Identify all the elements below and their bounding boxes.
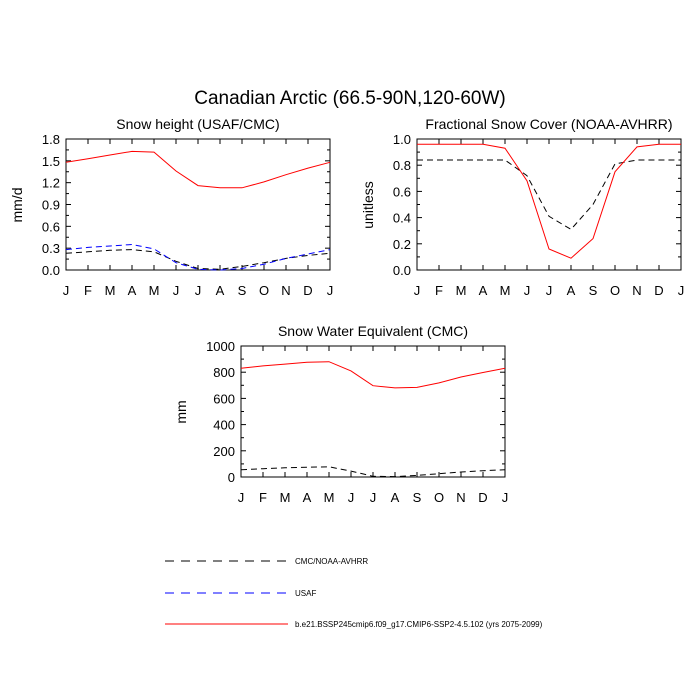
y-axis-label: mm bbox=[173, 400, 189, 423]
x-tick-label: M bbox=[500, 283, 511, 298]
y-tick-label: 1.5 bbox=[42, 154, 60, 169]
y-tick-label: 0.6 bbox=[42, 219, 60, 234]
y-tick-label: 400 bbox=[213, 418, 235, 433]
x-tick-label: N bbox=[456, 490, 465, 505]
plot-frame bbox=[65, 138, 331, 271]
legend-label: b.e21.BSSP245cmip6.f09_g17.CMIP6-SSP2-4.… bbox=[295, 620, 543, 629]
y-tick-label: 0.0 bbox=[42, 263, 60, 278]
y-tick-label: 1.0 bbox=[393, 132, 411, 147]
x-tick-label: O bbox=[259, 283, 269, 298]
x-tick-label: J bbox=[546, 283, 553, 298]
y-tick-label: 800 bbox=[213, 365, 235, 380]
panel-fractional-snow-cover: Fractional Snow Cover (NOAA-AVHRR) unitl… bbox=[360, 116, 673, 229]
x-tick-label: O bbox=[610, 283, 620, 298]
x-tick-label: M bbox=[105, 283, 116, 298]
x-tick-label: J bbox=[238, 490, 245, 505]
y-tick-label: 200 bbox=[213, 444, 235, 459]
panel-snow-height: Snow height (USAF/CMC) mm/d bbox=[9, 116, 280, 223]
y-tick-label: 0.3 bbox=[42, 241, 60, 256]
y-tick-label: 0.4 bbox=[393, 211, 411, 226]
series-line bbox=[240, 361, 506, 389]
panel-title: Snow Water Equivalent (CMC) bbox=[278, 323, 468, 339]
x-tick-label: J bbox=[195, 283, 202, 298]
x-tick-label: A bbox=[391, 490, 400, 505]
x-tick-label: A bbox=[128, 283, 137, 298]
x-tick-label: A bbox=[303, 490, 312, 505]
x-tick-label: A bbox=[479, 283, 488, 298]
panel-snow-water-equivalent: Snow Water Equivalent (CMC) mm bbox=[173, 323, 468, 424]
y-tick-label: 0.8 bbox=[393, 158, 411, 173]
x-tick-label: J bbox=[524, 283, 531, 298]
x-tick-label: A bbox=[567, 283, 576, 298]
legend-label: CMC/NOAA-AVHRR bbox=[295, 557, 368, 566]
plot-frame bbox=[416, 138, 682, 271]
y-tick-label: 1.2 bbox=[42, 176, 60, 191]
x-tick-label: J bbox=[348, 490, 355, 505]
series-line bbox=[417, 159, 681, 231]
y-tick-label: 0.9 bbox=[42, 198, 60, 213]
x-tick-label: J bbox=[370, 490, 377, 505]
x-tick-label: S bbox=[238, 283, 247, 298]
x-tick-label: J bbox=[414, 283, 421, 298]
series-line bbox=[65, 249, 331, 270]
x-tick-label: D bbox=[303, 283, 312, 298]
x-tick-label: F bbox=[435, 283, 443, 298]
x-tick-label: S bbox=[413, 490, 422, 505]
x-tick-label: J bbox=[678, 283, 685, 298]
x-tick-label: N bbox=[632, 283, 641, 298]
x-tick-label: A bbox=[216, 283, 225, 298]
y-tick-label: 0.0 bbox=[393, 263, 411, 278]
x-tick-label: S bbox=[589, 283, 598, 298]
series-line bbox=[65, 243, 331, 271]
y-axis-label: mm/d bbox=[9, 188, 25, 223]
y-tick-label: 1.8 bbox=[42, 132, 60, 147]
panel-title: Fractional Snow Cover (NOAA-AVHRR) bbox=[425, 116, 672, 132]
x-tick-label: M bbox=[149, 283, 160, 298]
x-tick-label: F bbox=[259, 490, 267, 505]
y-axis-label: unitless bbox=[360, 181, 376, 228]
x-tick-label: M bbox=[280, 490, 291, 505]
y-tick-label: 0.2 bbox=[393, 237, 411, 252]
x-tick-label: D bbox=[654, 283, 663, 298]
y-tick-label: 0 bbox=[228, 470, 235, 485]
legend: CMC/NOAA-AVHRR USAF b.e21.BSSP245cmip6.f… bbox=[165, 557, 543, 629]
x-tick-label: F bbox=[84, 283, 92, 298]
x-tick-label: J bbox=[502, 490, 509, 505]
panel-title: Snow height (USAF/CMC) bbox=[116, 116, 279, 132]
x-tick-label: J bbox=[173, 283, 180, 298]
x-tick-label: J bbox=[63, 283, 70, 298]
x-tick-label: D bbox=[478, 490, 487, 505]
y-tick-label: 0.6 bbox=[393, 184, 411, 199]
x-tick-label: N bbox=[281, 283, 290, 298]
plot-frame bbox=[240, 345, 506, 478]
y-tick-label: 1000 bbox=[206, 339, 235, 354]
x-tick-label: J bbox=[327, 283, 334, 298]
legend-label: USAF bbox=[295, 589, 316, 598]
x-tick-label: M bbox=[324, 490, 335, 505]
x-tick-label: M bbox=[456, 283, 467, 298]
figure-title: Canadian Arctic (66.5-90N,120-60W) bbox=[194, 88, 506, 109]
y-tick-label: 600 bbox=[213, 391, 235, 406]
series-line bbox=[417, 143, 681, 259]
x-tick-label: O bbox=[434, 490, 444, 505]
series-line bbox=[240, 466, 506, 478]
series-line bbox=[65, 150, 331, 189]
